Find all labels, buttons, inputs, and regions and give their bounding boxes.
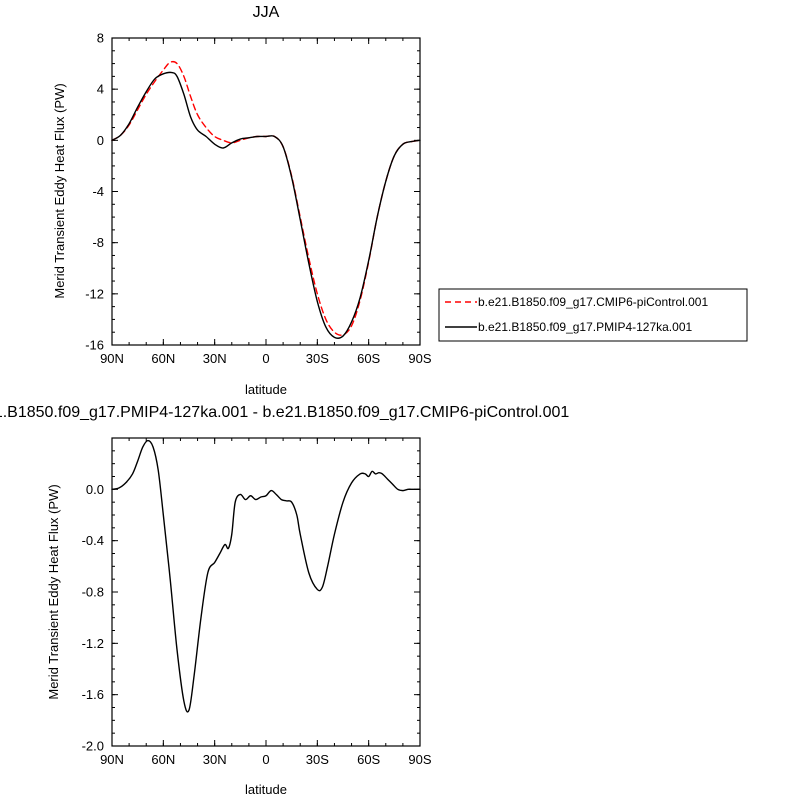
- panel-difference-chart: b.e21.B1850.f09_g17.PMIP4-127ka.001 - b.…: [0, 404, 569, 797]
- x-tick-label: 60N: [151, 752, 175, 767]
- plot-frame: [111, 37, 421, 346]
- x-tick-labels: 90N 60N 30N 0 30S 60S 90S: [100, 351, 432, 366]
- tick-marks: [111, 37, 421, 346]
- y-tick-label: -1.6: [82, 687, 104, 702]
- y-tick-label: -8: [92, 235, 104, 250]
- plot-frame: [111, 437, 421, 747]
- x-tick-label: 60N: [151, 351, 175, 366]
- tick-marks: [111, 437, 421, 747]
- legend-box: [438, 288, 748, 342]
- y-tick-label: 0.0: [86, 482, 104, 497]
- y-tick-label: -1.2: [82, 636, 104, 651]
- x-tick-label: 90S: [408, 752, 431, 767]
- x-tick-label: 0: [262, 351, 269, 366]
- y-axis-label: Merid Transient Eddy Heat Flux (PW): [46, 484, 61, 699]
- y-tick-label: 0: [97, 133, 104, 148]
- y-tick-label: -2.0: [82, 739, 104, 754]
- difference-chart-title: b.e21.B1850.f09_g17.PMIP4-127ka.001 - b.…: [0, 404, 569, 421]
- chart-title: JJA: [253, 4, 280, 21]
- x-tick-label: 30N: [203, 752, 227, 767]
- y-tick-label: 4: [97, 82, 104, 97]
- y-tick-labels: 8 4 0 -4 -8 -12 -16: [85, 31, 104, 353]
- x-tick-label: 60S: [357, 752, 380, 767]
- series-line-1: [111, 71, 421, 339]
- y-tick-labels: 0.0 -0.4 -0.8 -1.2 -1.6 -2.0: [82, 482, 104, 754]
- x-tick-label: 30S: [306, 752, 329, 767]
- panel-top-chart: JJA Merid Transient Eddy Heat Flux (PW) …: [52, 4, 748, 397]
- series-line-0: [111, 439, 421, 713]
- legend: b.e21.B1850.f09_g17.CMIP6-piControl.001 …: [438, 288, 748, 342]
- y-tick-label: -4: [92, 184, 104, 199]
- y-tick-label: -0.4: [82, 533, 104, 548]
- x-tick-labels: 90N 60N 30N 0 30S 60S 90S: [100, 752, 432, 767]
- x-tick-label: 60S: [357, 351, 380, 366]
- x-axis-label: latitude: [245, 782, 287, 797]
- series-lines: [111, 60, 421, 339]
- x-tick-label: 0: [262, 752, 269, 767]
- y-axis-label: Merid Transient Eddy Heat Flux (PW): [52, 83, 67, 298]
- x-axis-label: latitude: [245, 382, 287, 397]
- x-tick-label: 30S: [306, 351, 329, 366]
- x-tick-label: 90N: [100, 351, 124, 366]
- x-tick-label: 30N: [203, 351, 227, 366]
- y-tick-label: -12: [85, 286, 104, 301]
- y-tick-label: 8: [97, 31, 104, 46]
- y-tick-label: -0.8: [82, 585, 104, 600]
- series-lines: [111, 439, 421, 713]
- legend-label-picontrol: b.e21.B1850.f09_g17.CMIP6-piControl.001: [478, 295, 708, 309]
- series-line-0: [111, 60, 421, 336]
- legend-label-pmip4: b.e21.B1850.f09_g17.PMIP4-127ka.001: [478, 320, 692, 334]
- y-tick-label: -16: [85, 338, 104, 353]
- x-tick-label: 90S: [408, 351, 431, 366]
- x-tick-label: 90N: [100, 752, 124, 767]
